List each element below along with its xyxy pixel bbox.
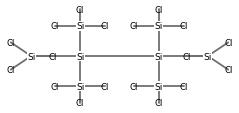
Text: Si: Si bbox=[155, 82, 163, 91]
Text: Cl: Cl bbox=[224, 39, 233, 47]
Text: Cl: Cl bbox=[51, 22, 59, 31]
Text: Si: Si bbox=[76, 82, 84, 91]
Text: Si: Si bbox=[27, 52, 35, 61]
Text: Cl: Cl bbox=[180, 22, 188, 31]
Text: Cl: Cl bbox=[101, 82, 109, 91]
Text: Cl: Cl bbox=[130, 82, 138, 91]
Text: Si: Si bbox=[204, 52, 212, 61]
Text: Si: Si bbox=[76, 22, 84, 31]
Text: Cl: Cl bbox=[180, 82, 188, 91]
Text: Cl: Cl bbox=[182, 52, 191, 61]
Text: Cl: Cl bbox=[76, 6, 84, 15]
Text: Cl: Cl bbox=[130, 22, 138, 31]
Text: Cl: Cl bbox=[51, 82, 59, 91]
Text: Cl: Cl bbox=[6, 66, 15, 74]
Text: Cl: Cl bbox=[76, 98, 84, 107]
Text: Cl: Cl bbox=[101, 22, 109, 31]
Text: Si: Si bbox=[155, 52, 163, 61]
Text: Cl: Cl bbox=[224, 66, 233, 74]
Text: Cl: Cl bbox=[155, 98, 163, 107]
Text: Cl: Cl bbox=[155, 6, 163, 15]
Text: Cl: Cl bbox=[6, 39, 15, 47]
Text: Si: Si bbox=[76, 52, 84, 61]
Text: Cl: Cl bbox=[48, 52, 57, 61]
Text: Si: Si bbox=[155, 22, 163, 31]
